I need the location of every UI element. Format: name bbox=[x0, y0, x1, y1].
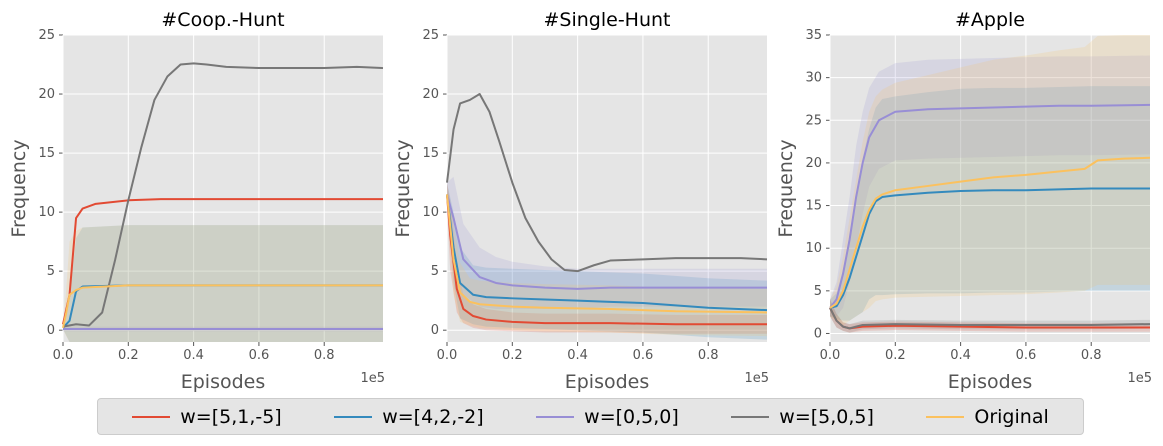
x-tick-label: 0.6 bbox=[1016, 348, 1037, 363]
plot-area bbox=[63, 35, 383, 342]
series-line bbox=[829, 187, 1150, 309]
x-tick-label: 0.4 bbox=[183, 348, 204, 363]
x-tick-label: 0.6 bbox=[633, 348, 654, 363]
series-line bbox=[829, 307, 1151, 330]
x-tick-label: 0.4 bbox=[950, 348, 971, 363]
y-tick-label: 15 bbox=[805, 199, 822, 214]
series-line bbox=[62, 62, 384, 328]
legend-swatch bbox=[132, 415, 171, 418]
y-tick-label: 15 bbox=[38, 146, 55, 161]
series-band bbox=[830, 35, 1150, 325]
x-tick-label: 0.0 bbox=[820, 348, 841, 363]
y-tick-label: 0 bbox=[814, 326, 822, 341]
legend-label: w=[0,5,0] bbox=[584, 405, 679, 428]
series-band bbox=[63, 225, 383, 342]
x-tick-label: 0.2 bbox=[502, 348, 523, 363]
legend-item: w=[5,0,5] bbox=[731, 406, 874, 428]
y-axis-label: Frequency bbox=[8, 139, 30, 237]
x-offset-label: 1e5 bbox=[1127, 371, 1152, 386]
y-axis-label: Frequency bbox=[392, 139, 414, 237]
series-line bbox=[829, 103, 1151, 309]
chart-panel: 0 5 10 15 20 25 0.0 0.2 0.4 0.6 0.8 #Coop.-Hunt Epis… bbox=[8, 9, 385, 393]
x-tick-label: 0.8 bbox=[698, 348, 719, 363]
x-tick-label: 0.0 bbox=[437, 348, 458, 363]
legend-label: Original bbox=[974, 405, 1049, 428]
legend-item: w=[0,5,0] bbox=[536, 406, 679, 428]
x-axis-label: Episodes bbox=[181, 371, 266, 393]
y-tick-label: 0 bbox=[431, 323, 439, 338]
x-tick-label: 0.8 bbox=[1081, 348, 1102, 363]
legend-label: w=[5,0,5] bbox=[779, 405, 874, 428]
y-tick-label: 5 bbox=[47, 264, 55, 279]
y-tick-label: 20 bbox=[38, 87, 55, 102]
series-band bbox=[830, 86, 1150, 321]
legend-swatch bbox=[536, 415, 575, 418]
y-tick-label: 10 bbox=[38, 205, 55, 220]
y-tick-label: 10 bbox=[422, 205, 439, 220]
y-tick-label: 20 bbox=[422, 87, 439, 102]
y-tick-label: 25 bbox=[422, 28, 439, 43]
x-tick-label: 0.4 bbox=[567, 348, 588, 363]
legend-item: w=[4,2,-2] bbox=[334, 406, 484, 428]
y-axis-label: Frequency bbox=[775, 139, 797, 237]
y-tick-label: 10 bbox=[805, 241, 822, 256]
legend-item: Original bbox=[926, 405, 1049, 428]
y-tick-label: 0 bbox=[47, 323, 55, 338]
series-line bbox=[829, 156, 1151, 309]
x-tick-label: 0.2 bbox=[118, 348, 139, 363]
x-axis-label: Episodes bbox=[565, 371, 650, 393]
series-line bbox=[62, 284, 383, 329]
y-tick-label: 20 bbox=[805, 156, 822, 171]
series-line bbox=[446, 194, 767, 326]
legend-label: w=[4,2,-2] bbox=[382, 405, 484, 428]
chart-panel: 0 5 10 15 20 25 0.0 0.2 0.4 0.6 0.8 #Single-Hunt Epi… bbox=[392, 9, 769, 393]
y-tick-label: 25 bbox=[38, 28, 55, 43]
x-axis-label: Episodes bbox=[948, 371, 1033, 393]
series-band bbox=[830, 55, 1150, 317]
chart-title: #Single-Hunt bbox=[543, 9, 670, 31]
y-tick-label: 5 bbox=[814, 284, 822, 299]
y-tick-label: 5 bbox=[431, 264, 439, 279]
x-tick-label: 0.6 bbox=[249, 348, 270, 363]
series-band bbox=[447, 176, 767, 309]
y-tick-label: 35 bbox=[805, 28, 822, 43]
y-tick-label: 30 bbox=[805, 71, 822, 86]
legend-swatch bbox=[334, 415, 373, 418]
legend-label: w=[5,1,-5] bbox=[180, 405, 282, 428]
x-offset-label: 1e5 bbox=[360, 371, 385, 386]
plot-area bbox=[447, 35, 767, 342]
series-line bbox=[446, 93, 768, 273]
x-tick-label: 0.2 bbox=[885, 348, 906, 363]
series-band bbox=[447, 182, 767, 337]
x-offset-label: 1e5 bbox=[744, 371, 769, 386]
chart-title: #Apple bbox=[955, 9, 1025, 31]
chart-title: #Coop.-Hunt bbox=[161, 9, 284, 31]
series-line bbox=[446, 194, 768, 312]
chart-panel: 0 5 10 15 20 25 30 35 0.0 0.2 0.4 0.6 0.8 #Apple Episo… bbox=[775, 9, 1152, 393]
series-line bbox=[446, 194, 767, 290]
legend-item: w=[5,1,-5] bbox=[132, 406, 282, 428]
x-tick-label: 0.8 bbox=[314, 348, 335, 363]
legend-swatch bbox=[731, 415, 770, 418]
legend-swatch bbox=[926, 415, 965, 418]
y-tick-label: 25 bbox=[805, 113, 822, 128]
legend: w=[5,1,-5] w=[4,2,-2] w=[0,5,0] w=[5,0,5… bbox=[97, 398, 1084, 435]
x-tick-label: 0.0 bbox=[53, 348, 74, 363]
series-band bbox=[63, 225, 383, 342]
series-line bbox=[62, 198, 383, 325]
series-line bbox=[446, 194, 768, 314]
y-tick-label: 15 bbox=[422, 146, 439, 161]
series-band bbox=[447, 182, 767, 340]
